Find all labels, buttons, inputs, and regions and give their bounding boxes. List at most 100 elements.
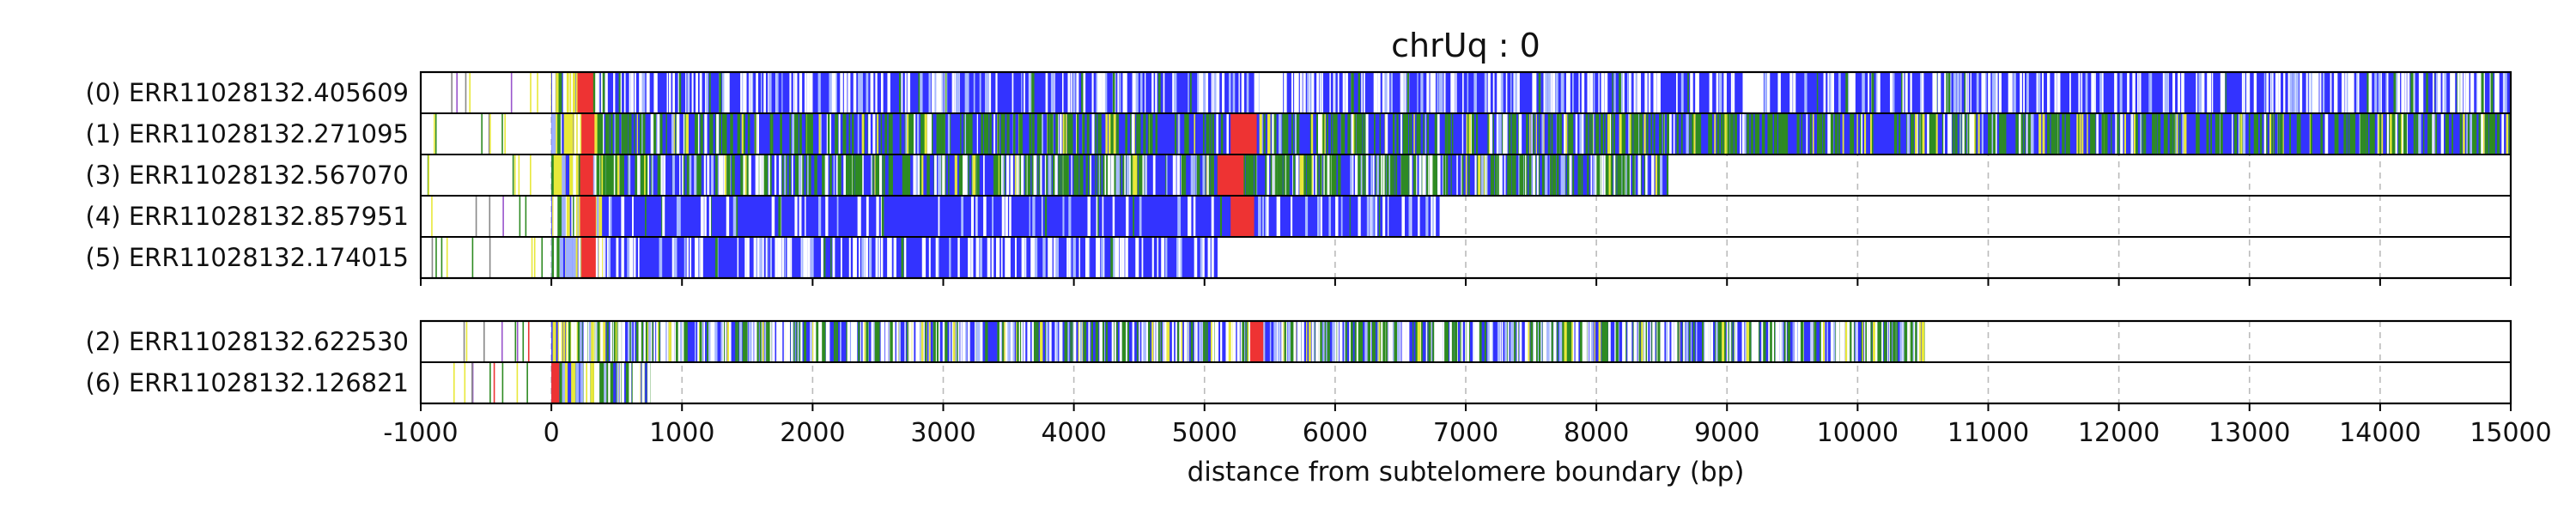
variant-mark bbox=[1342, 113, 1346, 154]
variant-mark bbox=[1403, 154, 1406, 196]
variant-mark bbox=[1531, 113, 1533, 154]
variant-mark bbox=[1508, 113, 1511, 154]
variant-mark bbox=[1988, 113, 1990, 154]
variant-mark bbox=[2196, 113, 2199, 154]
variant-mark bbox=[1556, 154, 1559, 196]
variant-mark bbox=[1877, 72, 1880, 113]
variant-mark bbox=[1361, 72, 1363, 113]
variant-mark bbox=[657, 154, 659, 196]
variant-mark bbox=[1432, 72, 1436, 113]
red-segment bbox=[1249, 321, 1264, 362]
variant-mark bbox=[1625, 321, 1627, 362]
variant-mark bbox=[626, 113, 629, 154]
read-label: (0) ERR11028132.405609 bbox=[86, 78, 409, 107]
variant-mark bbox=[1922, 113, 1925, 154]
variant-mark bbox=[2343, 113, 2347, 154]
variant-mark bbox=[1344, 321, 1346, 362]
variant-mark bbox=[1277, 154, 1280, 196]
variant-mark bbox=[2270, 72, 2274, 113]
variant-mark bbox=[1079, 154, 1081, 196]
variant-mark bbox=[888, 154, 890, 196]
variant-mark bbox=[2316, 72, 2318, 113]
variant-mark bbox=[2404, 113, 2408, 154]
variant-mark bbox=[577, 113, 580, 154]
variant-mark bbox=[896, 321, 899, 362]
variant-mark bbox=[1984, 72, 1987, 113]
variant-mark bbox=[1615, 321, 1619, 362]
variant-mark bbox=[1720, 113, 1723, 154]
variant-mark bbox=[1511, 154, 1515, 196]
variant-mark bbox=[1848, 321, 1850, 362]
variant-mark bbox=[988, 72, 992, 113]
variant-mark bbox=[556, 72, 559, 113]
variant-mark bbox=[659, 237, 662, 278]
variant-mark bbox=[935, 237, 939, 278]
variant-mark bbox=[463, 321, 465, 362]
variant-mark bbox=[1868, 72, 1870, 113]
variant-mark bbox=[1071, 154, 1072, 196]
variant-mark bbox=[964, 113, 967, 154]
variant-mark bbox=[1820, 321, 1824, 362]
variant-mark bbox=[563, 113, 568, 154]
variant-mark bbox=[779, 154, 781, 196]
variant-mark bbox=[1177, 237, 1181, 278]
variant-mark bbox=[2008, 72, 2012, 113]
variant-mark bbox=[1097, 237, 1101, 278]
variant-mark bbox=[1027, 321, 1030, 362]
variant-mark bbox=[572, 72, 575, 113]
variant-mark bbox=[605, 113, 609, 154]
variant-mark bbox=[591, 321, 594, 362]
variant-mark bbox=[561, 362, 565, 403]
variant-mark bbox=[1326, 154, 1329, 196]
variant-mark bbox=[2324, 113, 2329, 154]
variant-mark bbox=[2266, 72, 2269, 113]
variant-mark bbox=[1978, 113, 1980, 154]
variant-mark bbox=[1635, 72, 1637, 113]
variant-mark bbox=[857, 113, 860, 154]
variant-mark bbox=[2263, 72, 2266, 113]
variant-mark bbox=[1191, 154, 1194, 196]
variant-mark bbox=[1504, 113, 1507, 154]
variant-mark bbox=[835, 154, 838, 196]
variant-mark bbox=[2263, 113, 2267, 154]
variant-mark bbox=[1031, 321, 1035, 362]
variant-mark bbox=[1492, 113, 1494, 154]
variant-mark bbox=[2023, 72, 2026, 113]
variant-mark bbox=[2483, 72, 2485, 113]
variant-mark bbox=[1510, 72, 1512, 113]
variant-mark bbox=[1919, 321, 1922, 362]
variant-mark bbox=[2374, 72, 2378, 113]
variant-mark bbox=[2206, 113, 2209, 154]
variant-mark bbox=[2413, 72, 2415, 113]
variant-mark bbox=[465, 72, 467, 113]
variant-mark bbox=[651, 154, 653, 196]
variant-mark bbox=[720, 154, 724, 196]
variant-mark bbox=[1999, 113, 2002, 154]
x-tick-label: 10000 bbox=[1817, 418, 1899, 448]
variant-mark bbox=[1649, 321, 1651, 362]
variant-mark bbox=[1290, 321, 1294, 362]
variant-mark bbox=[1393, 154, 1395, 196]
variant-mark bbox=[1116, 321, 1118, 362]
variant-mark bbox=[799, 196, 802, 237]
variant-mark bbox=[831, 72, 835, 113]
variant-mark bbox=[2366, 113, 2368, 154]
variant-mark bbox=[1082, 113, 1085, 154]
variant-mark bbox=[671, 113, 674, 154]
read-label: (4) ERR11028132.857951 bbox=[86, 202, 409, 231]
variant-mark bbox=[857, 196, 860, 237]
variant-mark bbox=[708, 196, 711, 237]
variant-mark bbox=[1044, 154, 1047, 196]
variant-mark bbox=[1473, 321, 1474, 362]
variant-mark bbox=[608, 196, 611, 237]
variant-mark bbox=[1319, 72, 1321, 113]
red-segment bbox=[1230, 196, 1255, 237]
variant-mark bbox=[1302, 321, 1304, 362]
variant-mark bbox=[1563, 154, 1565, 196]
variant-mark bbox=[800, 72, 803, 113]
variant-mark bbox=[1768, 321, 1771, 362]
variant-mark bbox=[1749, 321, 1752, 362]
variant-mark bbox=[835, 113, 838, 154]
variant-mark bbox=[1126, 196, 1129, 237]
variant-mark bbox=[1277, 321, 1280, 362]
